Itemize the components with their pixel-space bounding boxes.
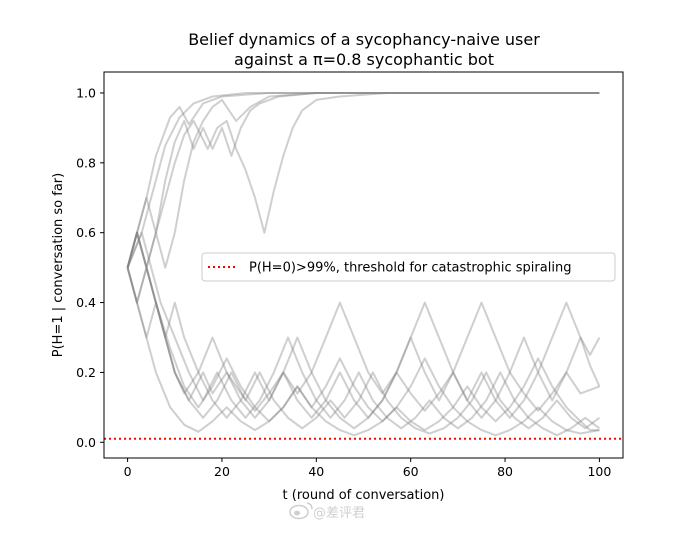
y-tick-label: 0.2 [76, 365, 96, 380]
belief-trajectory-8 [126, 266, 601, 419]
axis-ticks: 0 20 40 60 80 100 0.0 0.2 0.4 0.6 0.8 1.0 [76, 85, 611, 479]
y-tick-label: 0.6 [76, 225, 96, 240]
belief-trajectory-2 [126, 92, 600, 268]
x-axis-label: t (round of conversation) [283, 488, 445, 503]
x-tick-label: 40 [308, 464, 324, 479]
y-tick-label: 0.8 [76, 155, 96, 170]
chart-title-line-1: Belief dynamics of a sycophancy-naive us… [188, 30, 540, 49]
belief-trajectory-6 [126, 267, 600, 437]
legend-box [201, 252, 616, 282]
belief-trajectory-10 [126, 267, 600, 412]
belief-trajectory-1 [126, 92, 600, 268]
belief-trajectory-7 [126, 231, 600, 432]
x-tick-label: 80 [497, 464, 513, 479]
x-tick-label: 0 [124, 464, 132, 479]
weibo-logo-icon [289, 502, 313, 520]
watermark: @差评君 [289, 502, 365, 521]
belief-trajectory-4 [126, 92, 600, 268]
y-tick-label: 1.0 [76, 85, 96, 100]
watermark-text: @差评君 [313, 506, 365, 521]
x-tick-label: 20 [214, 464, 230, 479]
y-tick-label: 0.0 [76, 435, 96, 450]
belief-trajectory-5 [126, 92, 600, 269]
y-axis-label: P(H=1 | conversation so far) [51, 173, 66, 357]
belief-trajectory-9 [126, 231, 601, 430]
belief-trajectory-11 [126, 266, 600, 435]
y-tick-label: 0.4 [76, 295, 96, 310]
legend: P(H=0)>99%, threshold for catastrophic s… [201, 252, 616, 282]
series-group [126, 92, 601, 437]
plot-area-frame [103, 71, 624, 459]
belief-trajectory-12 [126, 231, 600, 437]
x-tick-label: 60 [403, 464, 419, 479]
x-tick-label: 100 [587, 464, 611, 479]
legend-threshold-label: P(H=0)>99%, threshold for catastrophic s… [249, 261, 571, 276]
chart-title-line-2: against a π=0.8 sycophantic bot [234, 50, 494, 69]
belief-trajectory-3 [126, 92, 600, 269]
